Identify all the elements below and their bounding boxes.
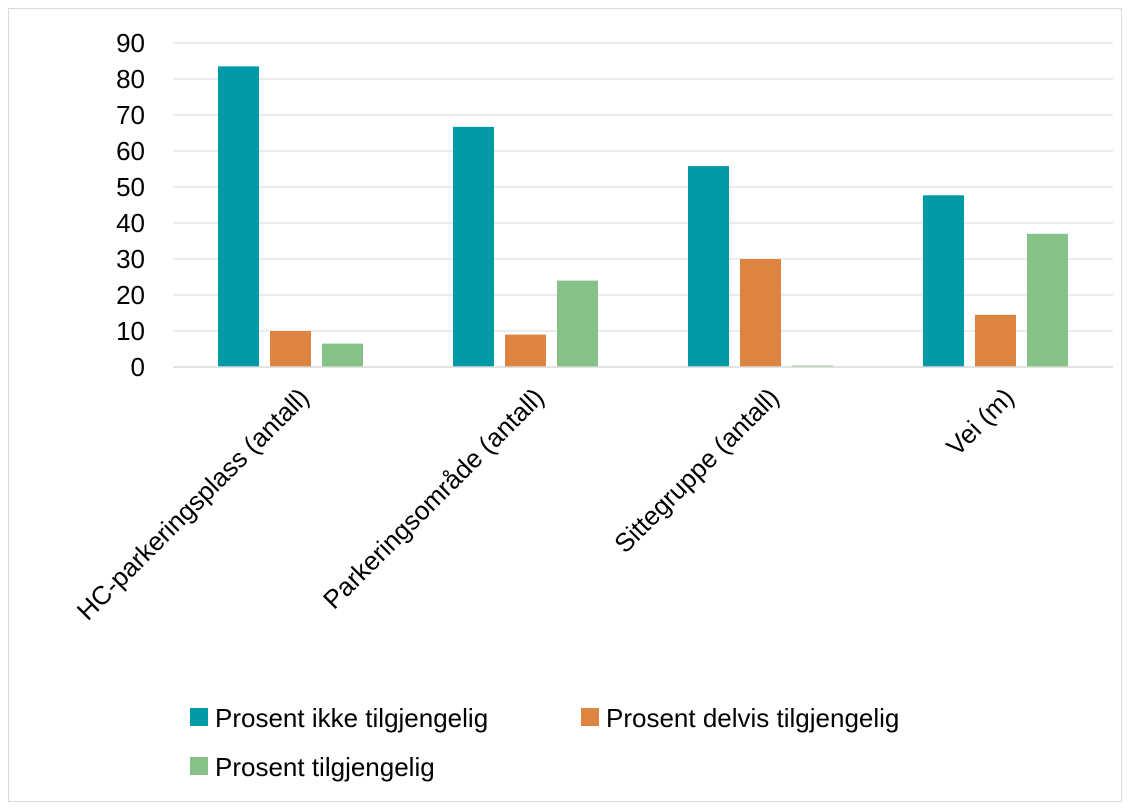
y-tick-label: 40 xyxy=(116,208,145,238)
bar xyxy=(1027,233,1068,367)
bar xyxy=(740,259,781,367)
y-tick-label: 90 xyxy=(116,28,145,58)
bar xyxy=(453,126,494,367)
legend-item: Prosent delvis tilgjengelig xyxy=(581,703,899,733)
y-tick-label: 80 xyxy=(116,64,145,94)
bar xyxy=(557,280,598,367)
legend-swatch xyxy=(190,708,208,726)
y-tick-label: 0 xyxy=(131,352,145,382)
y-tick-label: 60 xyxy=(116,136,145,166)
y-tick-label: 50 xyxy=(116,172,145,202)
category-label: Sittegruppe (antall) xyxy=(608,382,785,559)
legend-label: Prosent tilgjengelig xyxy=(215,752,435,782)
bar xyxy=(975,314,1016,367)
y-tick-label: 30 xyxy=(116,244,145,274)
chart-frame xyxy=(8,8,1122,802)
bar xyxy=(322,343,363,367)
bar xyxy=(688,166,729,367)
legend-label: Prosent ikke tilgjengelig xyxy=(215,703,488,733)
y-tick-label: 70 xyxy=(116,100,145,130)
bar xyxy=(923,195,964,367)
legend-item: Prosent ikke tilgjengelig xyxy=(190,703,488,733)
legend: Prosent ikke tilgjengelig Prosent delvis … xyxy=(190,703,899,782)
bars xyxy=(218,66,1068,368)
y-tick-label: 10 xyxy=(116,316,145,346)
bar xyxy=(270,331,311,367)
y-tick-label: 20 xyxy=(116,280,145,310)
legend-label: Prosent delvis tilgjengelig xyxy=(606,703,899,733)
category-labels: HC-parkeringsplass (antall) Parkeringsomr… xyxy=(71,382,1020,626)
legend-item: Prosent tilgjengelig xyxy=(190,752,435,782)
bar xyxy=(505,334,546,367)
category-label: Parkeringsområde (antall) xyxy=(317,382,550,615)
gridlines xyxy=(173,42,1113,332)
category-label: Vei (m) xyxy=(940,382,1019,461)
category-label: HC-parkeringsplass (antall) xyxy=(71,382,315,626)
legend-swatch xyxy=(190,757,208,775)
legend-swatch xyxy=(581,708,599,726)
y-axis-tick-labels: 0 10 20 30 40 50 60 70 80 90 xyxy=(116,28,145,382)
bar xyxy=(218,66,259,368)
